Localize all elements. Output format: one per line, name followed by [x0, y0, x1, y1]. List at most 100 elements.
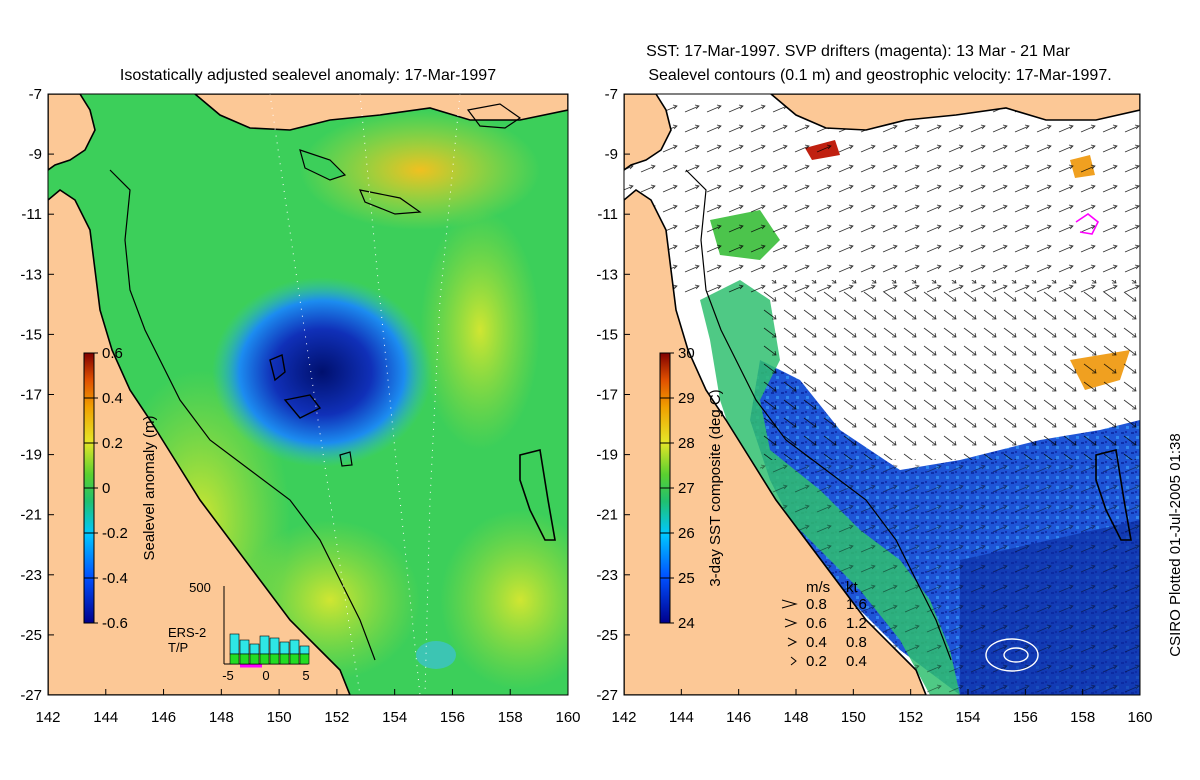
left-colorbar-label: Sealevel anomaly (m)	[141, 415, 158, 560]
colorbar-tick-label: 0	[102, 480, 110, 497]
histogram: 500 ERS-2 T/P -5 0 5	[168, 580, 310, 683]
y-tick-label: -13	[20, 266, 42, 283]
histogram-ymax-label: 500	[189, 580, 211, 595]
x-tick-label: 152	[898, 709, 923, 726]
svp-drifter-track	[1075, 213, 1100, 235]
y-tick-label: -13	[596, 266, 618, 283]
colorbar-tick-label: 0.6	[102, 345, 123, 362]
velocity-legend-arrow	[787, 637, 798, 647]
velocity-legend-kt: 0.4	[846, 653, 867, 670]
histogram-bar-tp	[229, 653, 240, 665]
velocity-legend-header-ms: m/s	[806, 579, 830, 596]
x-tick-label: 150	[841, 709, 866, 726]
y-tick-label: -25	[20, 627, 42, 644]
histogram-bar-ers2	[249, 643, 260, 655]
y-tick-label: -17	[20, 387, 42, 404]
x-tick-label: 146	[726, 709, 751, 726]
histogram-legend-ers2: ERS-2	[168, 625, 206, 640]
histogram-bar-ers2	[279, 641, 290, 655]
right-panel-title-line2: Sealevel contours (0.1 m) and geostrophi…	[648, 67, 1111, 84]
left-y-axis: -7 -9 -11 -13 -15 -17 -19 -21 -23 -25 -27	[20, 86, 54, 704]
left-x-axis: 142 144 146 148 150 152 154 156 158 160	[35, 689, 581, 726]
x-tick-label: 160	[1127, 709, 1152, 726]
colorbar-tick-label: -0.6	[102, 615, 128, 632]
y-tick-label: -19	[20, 447, 42, 464]
velocity-legend-header-kt: kt	[846, 579, 859, 596]
left-colorbar: 0.6 0.4 0.2 0 -0.2 -0.4 -0.6 Sealevel anomaly …	[83, 345, 158, 632]
x-tick-label: 156	[1013, 709, 1038, 726]
y-tick-label: -27	[596, 687, 618, 704]
histogram-bar-ers2	[229, 633, 240, 655]
velocity-legend-ms: 0.6	[806, 615, 827, 632]
colorbar-tick-label: 0.2	[102, 435, 123, 452]
right-panel-title-line1: SST: 17-Mar-1997. SVP drifters (magenta)…	[646, 43, 1071, 60]
x-tick-label: 142	[35, 709, 60, 726]
histogram-bar-tp	[239, 653, 250, 665]
x-tick-label: 160	[555, 709, 580, 726]
velocity-legend-ms: 0.4	[806, 634, 827, 651]
y-tick-label: -21	[20, 507, 42, 524]
right-australia-land	[624, 189, 927, 695]
y-tick-label: -21	[596, 507, 618, 524]
left-map	[48, 94, 568, 695]
histogram-bar-tp	[259, 653, 270, 665]
colorbar-tick-label: 27	[678, 480, 695, 497]
velocity-legend-arrow	[784, 618, 798, 628]
colorbar-tick-label: 25	[678, 570, 695, 587]
left-png-land	[193, 94, 568, 131]
y-tick-label: -11	[597, 206, 618, 223]
right-map	[624, 94, 1140, 695]
velocity-legend-ms: 0.2	[806, 653, 827, 670]
colorbar-tick-label: 24	[678, 615, 695, 632]
histogram-legend-tp: T/P	[168, 640, 188, 655]
y-tick-label: -11	[21, 206, 42, 223]
y-tick-label: -17	[596, 387, 618, 404]
left-australia-land	[48, 189, 351, 695]
x-tick-label: 148	[783, 709, 808, 726]
x-tick-label: 144	[93, 709, 118, 726]
velocity-legend: m/s kt 0.8 1.6 0.6 1.2 0.4 0.8 0.2 0.4	[781, 579, 867, 670]
right-colorbar-label: 3-day SST composite (deg C)	[707, 389, 724, 586]
y-tick-label: -7	[605, 86, 618, 103]
histogram-bar-ers2	[299, 645, 310, 655]
x-tick-label: 158	[1070, 709, 1095, 726]
left-panel-title: Isostatically adjusted sealevel anomaly:…	[120, 67, 496, 84]
x-tick-label: 154	[382, 709, 407, 726]
colorbar-tick-label: 28	[678, 435, 695, 452]
right-x-axis: 142 144 146 148 150 152 154 156 158 160	[611, 689, 1153, 726]
cold-eddy	[212, 277, 432, 467]
x-tick-label: 148	[209, 709, 234, 726]
y-tick-label: -27	[20, 687, 42, 704]
colorbar-tick-label: 29	[678, 390, 695, 407]
right-y-axis: -7 -9 -11 -13 -15 -17 -19 -21 -23 -25 -27	[596, 86, 630, 704]
y-tick-label: -7	[29, 86, 42, 103]
colorbar-tick-label: -0.4	[102, 570, 128, 587]
y-tick-label: -15	[596, 326, 618, 343]
colorbar-tick-label: 0.4	[102, 390, 123, 407]
histogram-bar-ers2	[269, 637, 280, 655]
x-tick-label: 152	[324, 709, 349, 726]
colorbar-tick-label: -0.2	[102, 525, 128, 542]
x-tick-label: 142	[611, 709, 636, 726]
histogram-bar-tp	[269, 653, 280, 665]
right-png-land	[769, 94, 1140, 131]
colorbar-tick-label: 26	[678, 525, 695, 542]
histogram-bar-tp	[299, 653, 310, 665]
x-tick-label: 158	[498, 709, 523, 726]
histogram-bar-tp	[249, 653, 260, 665]
y-tick-label: -25	[596, 627, 618, 644]
velocity-legend-kt: 1.2	[846, 615, 867, 632]
x-tick-label: 146	[151, 709, 176, 726]
x-tick-label: 154	[955, 709, 980, 726]
histogram-xtick-0: -5	[222, 668, 234, 683]
histogram-xtick-1: 0	[262, 668, 269, 683]
histogram-bar-ers2	[239, 639, 250, 655]
histogram-bar-ers2	[259, 635, 270, 655]
histogram-bar-ers2	[289, 639, 300, 655]
histogram-bar-tp	[279, 653, 290, 665]
colorbar-tick-label: 30	[678, 345, 695, 362]
velocity-legend-kt: 1.6	[846, 596, 867, 613]
credit-text: CSIRO Plotted 01-Jul-2005 01:38	[1167, 433, 1184, 656]
y-tick-label: -9	[605, 146, 618, 163]
